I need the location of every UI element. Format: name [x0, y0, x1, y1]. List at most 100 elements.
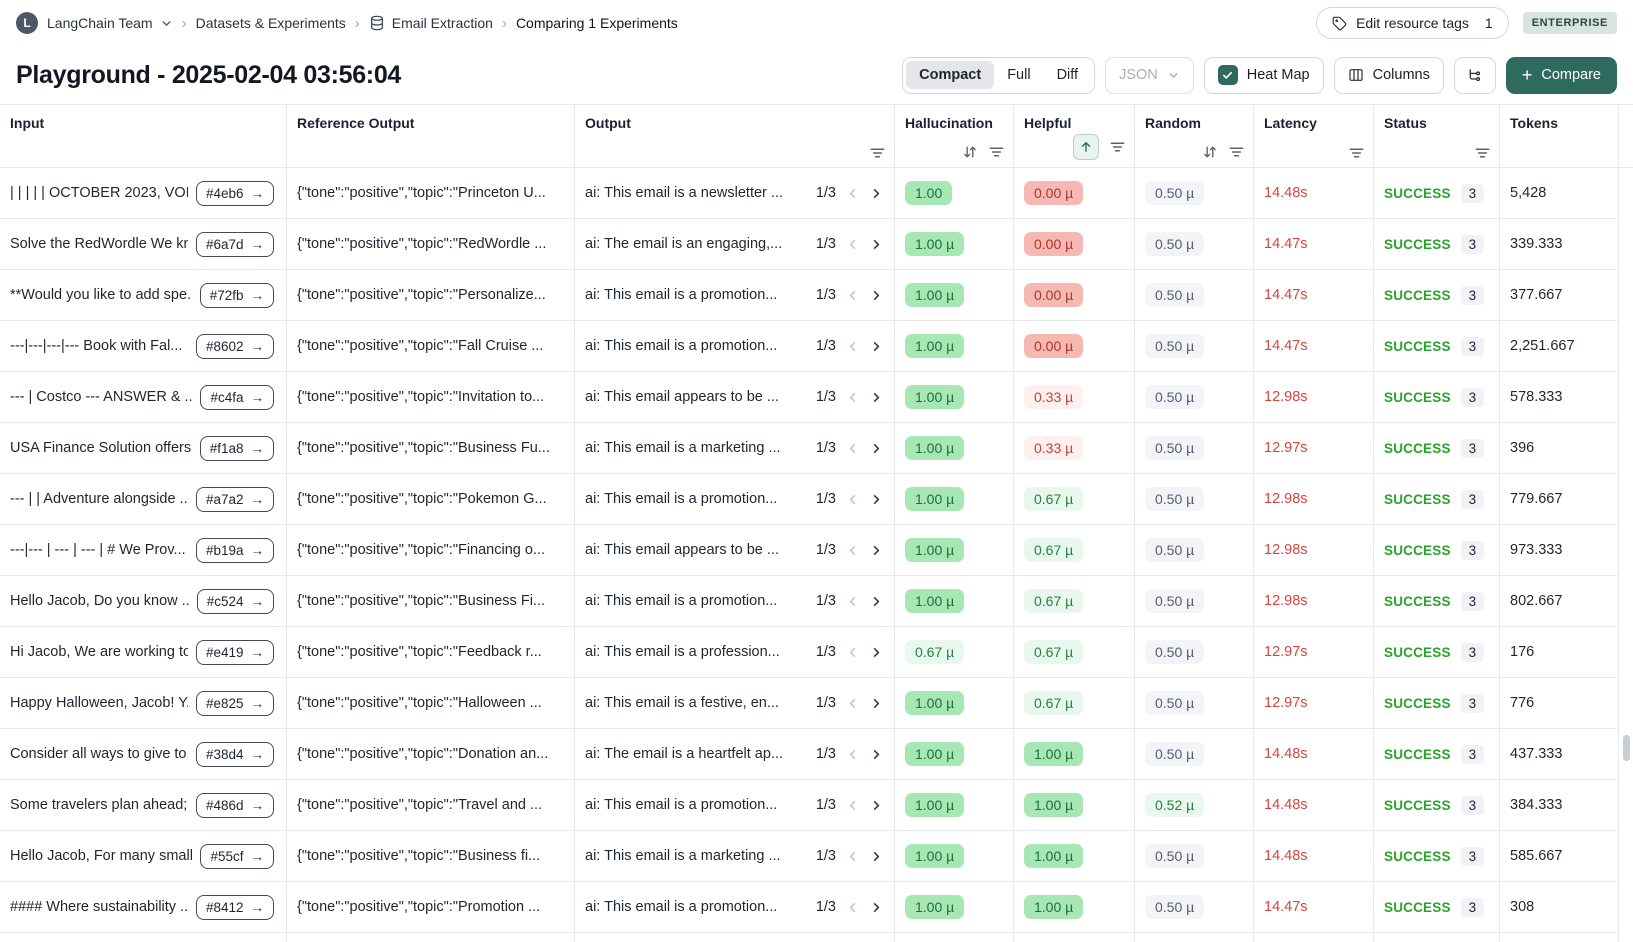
view-mode-compact[interactable]: Compact — [906, 61, 995, 89]
filter-icon[interactable] — [1475, 146, 1490, 160]
pagination-label: 1/3 — [815, 899, 836, 915]
example-id: #4eb6 — [205, 185, 244, 201]
next-page-icon[interactable] — [869, 391, 884, 404]
prev-page-icon[interactable] — [845, 850, 860, 863]
prev-page-icon[interactable] — [845, 187, 860, 200]
tree-view-icon — [1466, 67, 1483, 84]
reference-output-text: {"tone":"positive","topic":"RedWordle ..… — [297, 236, 547, 252]
prev-page-icon[interactable] — [845, 799, 860, 812]
output-cell: ai: The email is an engaging,... 1/3 — [575, 219, 895, 270]
example-id: #8602 — [205, 338, 244, 354]
heat-map-toggle[interactable]: Heat Map — [1203, 56, 1324, 94]
example-link-badge[interactable]: #c4fa → — [200, 384, 274, 410]
filter-icon[interactable] — [1110, 140, 1125, 154]
example-link-badge[interactable]: #72fb → — [199, 282, 274, 308]
example-link-badge[interactable]: #6a7d → — [195, 231, 274, 257]
compare-button[interactable]: + Compare — [1505, 56, 1617, 94]
filter-icon[interactable] — [870, 146, 885, 160]
edit-resource-tags-button[interactable]: Edit resource tags 1 — [1316, 7, 1509, 39]
row-gutter — [1619, 780, 1633, 831]
example-link-badge[interactable]: #f1a8 → — [199, 435, 274, 461]
prev-page-icon[interactable] — [845, 238, 860, 251]
example-link-badge[interactable]: #a7a2 → — [195, 486, 274, 512]
row-gutter — [1619, 168, 1633, 219]
status-cell: SUCCESS 3 — [1374, 321, 1500, 372]
status-cell: SUCCESS 3 — [1374, 168, 1500, 219]
output-cell: ai: This email is a marketing ... 1/3 — [575, 423, 895, 474]
status-count: 3 — [1460, 693, 1485, 713]
view-mode-full[interactable]: Full — [1007, 67, 1031, 83]
next-page-icon[interactable] — [869, 850, 884, 863]
next-page-icon[interactable] — [869, 238, 884, 251]
arrow-right-icon: → — [250, 797, 265, 813]
format-select[interactable]: JSON — [1105, 56, 1194, 94]
next-page-icon[interactable] — [869, 901, 884, 914]
status-count: 3 — [1460, 387, 1485, 407]
tree-view-button[interactable] — [1453, 56, 1496, 94]
reference-output-text: {"tone":"positive","topic":"Fall Cruise … — [297, 338, 544, 354]
table-row: Some travelers plan ahead;... #486d → {"… — [0, 780, 1633, 831]
vertical-scrollbar-thumb[interactable] — [1623, 735, 1630, 761]
example-link-badge[interactable]: #e825 → — [195, 690, 274, 716]
status-count: 3 — [1460, 489, 1485, 509]
filter-icon[interactable] — [1349, 146, 1364, 160]
latency-cell: 14.48s — [1254, 831, 1374, 882]
prev-page-icon[interactable] — [845, 901, 860, 914]
breadcrumb-dataset[interactable]: Email Extraction — [369, 15, 493, 31]
breadcrumb-datasets[interactable]: Datasets & Experiments — [195, 15, 346, 31]
next-page-icon[interactable] — [869, 340, 884, 353]
output-text: ai: This email is a promotion... — [585, 797, 778, 813]
example-link-badge[interactable]: #55cf → — [200, 843, 274, 869]
row-gutter — [1619, 627, 1633, 678]
next-page-icon[interactable] — [869, 595, 884, 608]
random-cell: 0.50 µ — [1135, 168, 1254, 219]
view-mode-diff[interactable]: Diff — [1056, 67, 1079, 83]
example-id: #b19a — [205, 542, 244, 558]
example-link-badge[interactable]: #4eb6 → — [195, 180, 274, 206]
next-page-icon[interactable] — [869, 544, 884, 557]
prev-page-icon[interactable] — [845, 493, 860, 506]
latency-cell: 14.47s — [1254, 882, 1374, 933]
team-switcher[interactable]: LangChain Team — [47, 15, 173, 31]
next-page-icon[interactable] — [869, 289, 884, 302]
next-page-icon[interactable] — [869, 799, 884, 812]
example-link-badge[interactable]: #b19a → — [195, 537, 274, 563]
column-header-reference-output: Reference Output — [287, 105, 575, 168]
prev-page-icon[interactable] — [845, 544, 860, 557]
next-page-icon[interactable] — [869, 646, 884, 659]
next-page-icon[interactable] — [869, 748, 884, 761]
next-page-icon[interactable] — [869, 187, 884, 200]
arrow-right-icon: → — [250, 236, 265, 252]
status-cell: SUCCESS 3 — [1374, 729, 1500, 780]
sort-ascending-active-button[interactable] — [1073, 134, 1099, 160]
prev-page-icon[interactable] — [845, 697, 860, 710]
example-link-badge[interactable]: #38d4 → — [195, 741, 274, 767]
next-page-icon[interactable] — [869, 697, 884, 710]
next-page-icon[interactable] — [869, 493, 884, 506]
prev-page-icon[interactable] — [845, 595, 860, 608]
output-text: ai: This email is a marketing ... — [585, 440, 781, 456]
latency-cell: 14.47s — [1254, 321, 1374, 372]
filter-icon[interactable] — [1229, 145, 1244, 159]
example-link-badge[interactable]: #e419 → — [195, 639, 274, 665]
next-page-icon[interactable] — [869, 442, 884, 455]
status-label: SUCCESS — [1384, 899, 1451, 915]
prev-page-icon[interactable] — [845, 340, 860, 353]
prev-page-icon[interactable] — [845, 442, 860, 455]
prev-page-icon[interactable] — [845, 391, 860, 404]
sort-icon[interactable] — [1202, 144, 1218, 160]
example-link-badge[interactable]: #c524 → — [196, 588, 274, 614]
pagination-label: 1/3 — [815, 746, 836, 762]
column-header-helpful: Helpful — [1014, 105, 1135, 168]
tokens-cell: 2,251.667 — [1500, 321, 1619, 372]
sort-icon[interactable] — [962, 144, 978, 160]
example-link-badge[interactable]: #8602 → — [195, 333, 274, 359]
top-bar: L LangChain Team › Datasets & Experiment… — [0, 0, 1633, 46]
prev-page-icon[interactable] — [845, 748, 860, 761]
example-link-badge[interactable]: #486d → — [195, 792, 274, 818]
filter-icon[interactable] — [989, 145, 1004, 159]
example-link-badge[interactable]: #8412 → — [195, 894, 274, 920]
columns-button[interactable]: Columns — [1333, 56, 1444, 94]
prev-page-icon[interactable] — [845, 646, 860, 659]
prev-page-icon[interactable] — [845, 289, 860, 302]
